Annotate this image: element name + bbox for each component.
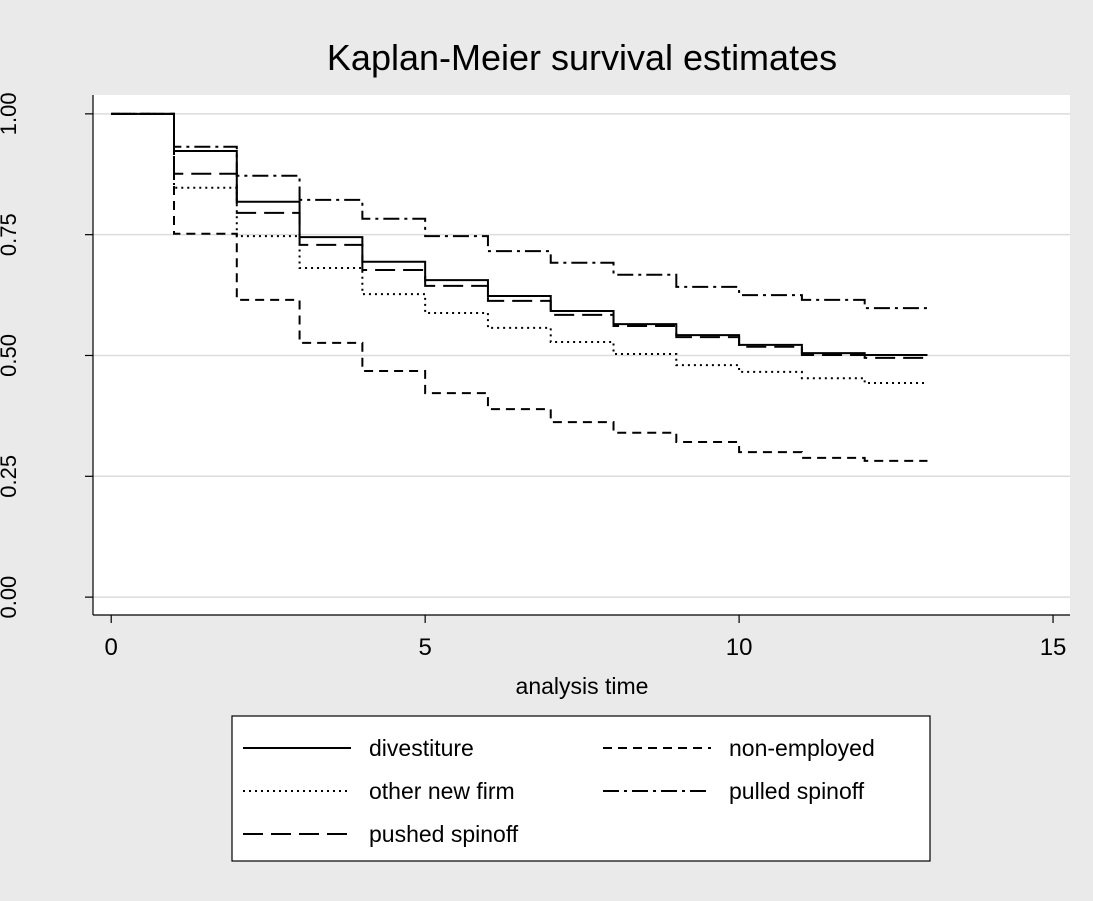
- survival-line: [111, 112, 928, 356]
- x-tick-label: 0: [105, 634, 118, 661]
- survival-line: [111, 112, 928, 462]
- legend-label: other new firm: [369, 778, 515, 804]
- legend-label: pulled spinoff: [729, 778, 865, 804]
- x-tick-label: 5: [418, 634, 431, 661]
- y-tick-label: 0.75: [0, 213, 21, 256]
- y-tick-label: 0.25: [0, 455, 21, 498]
- survival-line: [111, 112, 928, 385]
- legend-box: [231, 715, 931, 862]
- legend-label: pushed spinoff: [369, 821, 519, 847]
- legend-label: non-employed: [729, 735, 875, 761]
- x-tick-label: 15: [1040, 634, 1067, 661]
- chart-title: Kaplan-Meier survival estimates: [327, 37, 837, 78]
- y-tick-label: 1.00: [0, 92, 21, 135]
- x-axis-label: analysis time: [516, 673, 649, 699]
- survival-line: [111, 112, 928, 359]
- y-tick-label: 0.00: [0, 576, 21, 619]
- legend-label: divestiture: [369, 735, 474, 761]
- x-tick-label: 10: [726, 634, 753, 661]
- survival-line: [111, 112, 928, 310]
- y-tick-label: 0.50: [0, 334, 21, 377]
